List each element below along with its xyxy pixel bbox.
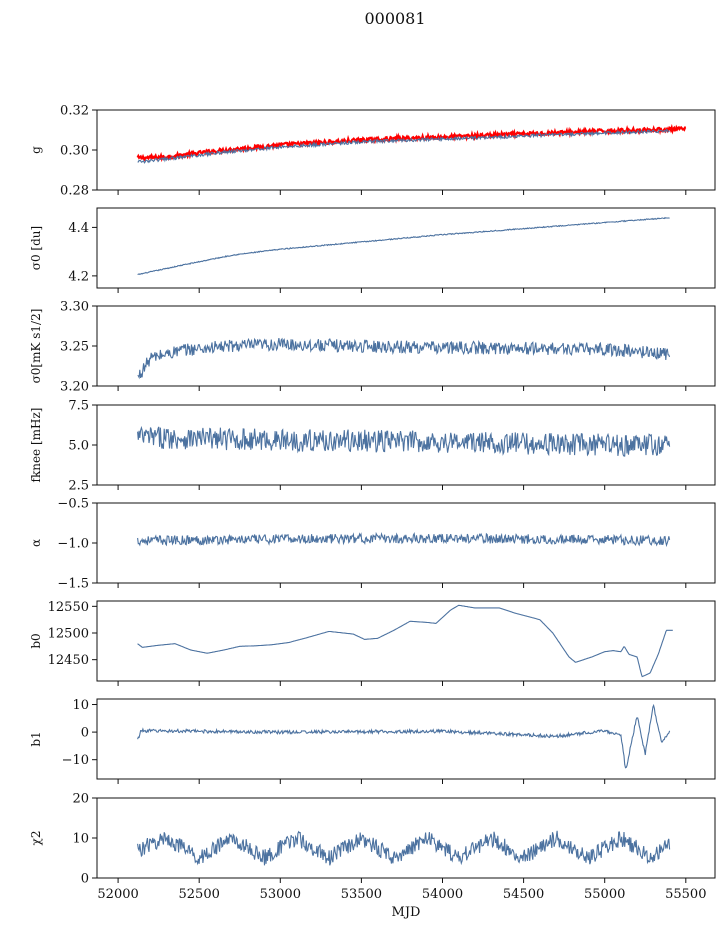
- panel-1: 0.28 0.30 0.32 g: [29, 104, 716, 199]
- panel-7: −10 0 10 b1: [29, 698, 716, 784]
- y-tick-label: 4.2: [68, 269, 89, 284]
- y-tick-label: 7.5: [68, 399, 89, 414]
- series-line-7-1: [137, 703, 671, 769]
- y-tick-label: 12450: [48, 653, 89, 668]
- y-tick-label: 2.5: [68, 479, 89, 494]
- x-tick-label: 54000: [422, 887, 463, 902]
- y-tick-label: 5.0: [68, 439, 89, 454]
- panels: 0.28 0.30 0.32 g 4.2 4.4 σ0 [du] 3.20 3.25 3.30 σ0…: [29, 104, 716, 920]
- y-axis-label: σ0[mK s1/2]: [29, 309, 43, 384]
- y-axis-label: σ0 [du]: [29, 226, 43, 270]
- panel-4: 2.5 5.0 7.5 fknee [mHz]: [29, 399, 716, 494]
- series-line-1-2: [137, 128, 670, 164]
- y-tick-label: 12500: [48, 627, 89, 642]
- x-tick-label: 52000: [97, 887, 138, 902]
- y-tick-label: 0.32: [60, 104, 89, 119]
- x-axis-label: MJD: [392, 905, 421, 920]
- series-line-6-1: [137, 604, 673, 678]
- series-line-1-1: [136, 123, 687, 163]
- axes-frame: [96, 698, 716, 780]
- y-tick-label: 4.4: [68, 221, 89, 236]
- y-tick-label: −1.5: [57, 577, 89, 592]
- x-tick-label: 55000: [584, 887, 625, 902]
- x-tick-label: 52500: [179, 887, 220, 902]
- y-axis-label: g: [29, 146, 43, 154]
- series-line-4-1: [137, 425, 671, 457]
- y-tick-label: 0.28: [60, 184, 89, 199]
- y-tick-label: 0.30: [60, 144, 89, 159]
- panel-8: 0 10 20 χ2 52000 52500 53000 53500 54000 54500 550…: [29, 792, 716, 920]
- y-tick-label: 10: [72, 832, 89, 847]
- x-tick-label: 53500: [341, 887, 382, 902]
- y-axis-label: b1: [29, 731, 43, 746]
- x-tick-label: 53000: [260, 887, 301, 902]
- panel-6: 12450 12500 12550 b0: [29, 600, 716, 686]
- x-tick-label: 54500: [503, 887, 544, 902]
- y-tick-label: 10: [72, 698, 89, 713]
- y-tick-label: 0: [81, 872, 89, 887]
- series-line-8-1: [137, 830, 671, 866]
- panel-5: −1.5 −1.0 −0.5 α: [29, 497, 716, 592]
- y-tick-label: 3.25: [60, 340, 89, 355]
- figure-title: 000081: [364, 9, 425, 28]
- x-tick-label: 55500: [665, 887, 706, 902]
- axes-frame: [96, 207, 716, 289]
- series-line-3-1: [137, 337, 671, 380]
- series-line-5-1: [137, 531, 671, 548]
- y-axis-label: α: [29, 539, 43, 547]
- panel-3: 3.20 3.25 3.30 σ0[mK s1/2]: [29, 300, 716, 395]
- y-tick-label: −0.5: [57, 497, 89, 512]
- y-axis-label: χ2: [29, 831, 43, 846]
- y-tick-label: −10: [62, 753, 89, 768]
- y-tick-label: 3.20: [60, 380, 89, 395]
- panel-2: 4.2 4.4 σ0 [du]: [29, 207, 716, 293]
- y-tick-label: 0: [81, 726, 89, 741]
- y-axis-label: fknee [mHz]: [29, 408, 43, 483]
- y-tick-label: 20: [72, 792, 89, 807]
- y-axis-label: b0: [29, 633, 43, 648]
- y-tick-label: 12550: [48, 600, 89, 615]
- y-tick-label: −1.0: [57, 537, 89, 552]
- y-tick-label: 3.30: [60, 300, 89, 315]
- axes-frame: [96, 600, 716, 682]
- series-line-2-1: [137, 216, 670, 276]
